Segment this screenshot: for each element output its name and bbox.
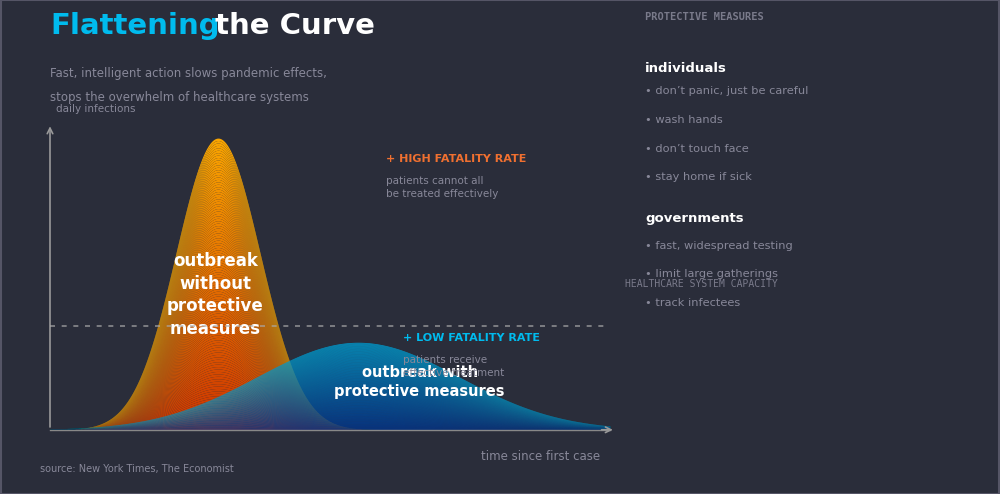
Text: Fast, intelligent action slows pandemic effects,: Fast, intelligent action slows pandemic … (50, 67, 327, 80)
Text: • wash hands: • wash hands (645, 115, 723, 125)
Text: individuals: individuals (645, 62, 727, 75)
Text: the Curve: the Curve (205, 12, 375, 41)
Text: PROTECTIVE MEASURES: PROTECTIVE MEASURES (645, 12, 764, 22)
Text: + HIGH FATALITY RATE: + HIGH FATALITY RATE (386, 154, 526, 164)
Text: • don’t touch face: • don’t touch face (645, 144, 749, 154)
Text: • limit large gatherings: • limit large gatherings (645, 269, 778, 279)
Text: governments: governments (645, 212, 744, 225)
Text: HEALTHCARE SYSTEM CAPACITY: HEALTHCARE SYSTEM CAPACITY (625, 279, 778, 289)
Text: daily infections: daily infections (56, 104, 135, 114)
Text: • track infectees: • track infectees (645, 298, 740, 308)
Text: patients receive
effective treatment: patients receive effective treatment (403, 355, 504, 378)
Text: outbreak
without
protective
measures: outbreak without protective measures (167, 251, 264, 338)
Text: patients cannot all
be treated effectively: patients cannot all be treated effective… (386, 175, 498, 199)
Text: • stay home if sick: • stay home if sick (645, 172, 752, 182)
Text: • don’t panic, just be careful: • don’t panic, just be careful (645, 86, 808, 96)
Text: Flattening: Flattening (50, 12, 220, 41)
Text: + LOW FATALITY RATE: + LOW FATALITY RATE (403, 333, 540, 343)
Text: • fast, widespread testing: • fast, widespread testing (645, 241, 793, 250)
Text: time since first case: time since first case (481, 450, 600, 462)
Text: source: New York Times, The Economist: source: New York Times, The Economist (40, 464, 234, 474)
Text: stops the overwhelm of healthcare systems: stops the overwhelm of healthcare system… (50, 91, 309, 104)
Text: outbreak with
protective measures: outbreak with protective measures (334, 365, 505, 400)
